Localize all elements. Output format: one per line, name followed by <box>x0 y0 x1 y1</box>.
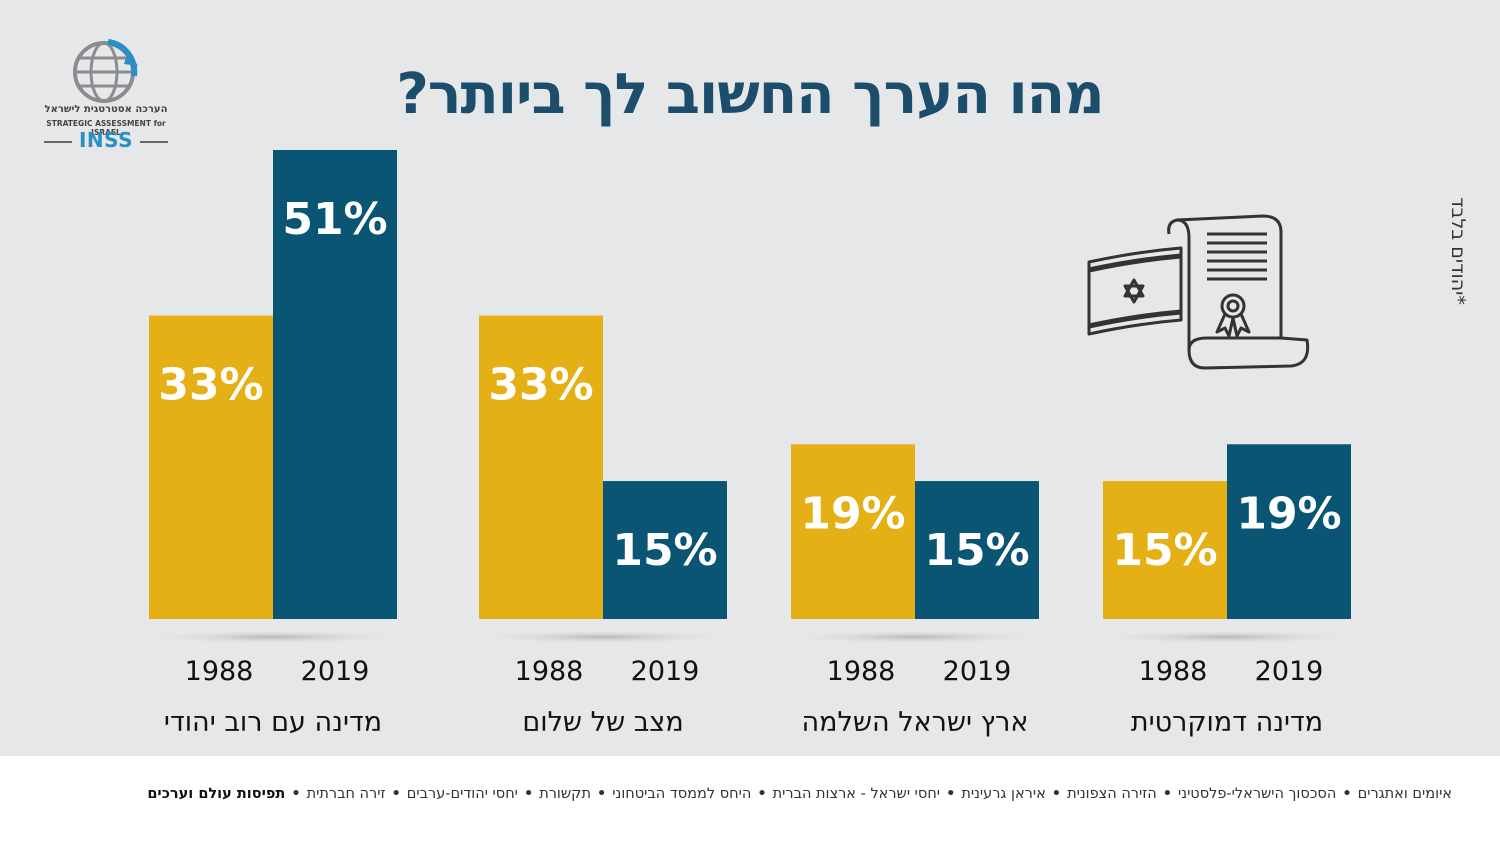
bar-2019 <box>1227 444 1351 619</box>
category-label: ארץ ישראל השלמה <box>802 707 1029 738</box>
footer-separator: • <box>1342 786 1352 802</box>
footer-separator: • <box>391 786 401 802</box>
footer-topic-list: איומים ואתגרים • הסכסוך הישראלי-פלסטיני • הז… <box>48 786 1452 802</box>
bar-value-label: 19% <box>800 488 905 539</box>
logo-divider-right <box>140 141 168 143</box>
footnote-jews-only: *יהודים בלבד <box>1447 197 1469 305</box>
year-tick-label: 2019 <box>943 656 1012 687</box>
category-label: מדינה עם רוב יהודי <box>164 707 382 738</box>
footer-separator: • <box>523 786 534 802</box>
year-tick-label: 1988 <box>515 656 584 687</box>
footer-topic[interactable]: יחסי ישראל - ארצות הברית <box>772 786 941 802</box>
bar-1988 <box>791 444 915 619</box>
bar-value-label: 33% <box>488 360 593 411</box>
footer-separator: • <box>596 786 607 802</box>
year-tick-label: 1988 <box>185 656 254 687</box>
footer-topic[interactable]: יחסי יהודים-ערבים <box>406 786 518 802</box>
page-title: מהו הערך החשוב לך ביותר? <box>396 62 1104 127</box>
bar-shadow <box>781 630 1049 644</box>
bar-shadow <box>469 630 737 644</box>
bar-2019 <box>273 150 397 619</box>
footer-topic[interactable]: זירה חברתית <box>306 786 386 802</box>
bar-1988 <box>149 315 273 619</box>
bar-shadow <box>139 630 407 644</box>
bar-value-label: 19% <box>1236 488 1341 539</box>
year-tick-label: 2019 <box>301 656 370 687</box>
logo-divider-left <box>44 141 72 143</box>
bar-value-label: 51% <box>282 194 387 245</box>
year-tick-label: 2019 <box>631 656 700 687</box>
bar-shadow <box>1093 630 1361 644</box>
footer-topic[interactable]: איומים ואתגרים <box>1357 786 1452 802</box>
logo-english-text: STRATEGIC ASSESSMENT for ISRAEL <box>46 119 166 137</box>
year-tick-label: 1988 <box>827 656 896 687</box>
year-tick-label: 2019 <box>1255 656 1324 687</box>
footer-topic[interactable]: תקשורת <box>539 786 591 802</box>
bar-chart: 33% 1988 51% 2019 מדינה עם רוב יהודי 33% 1988 1… <box>139 150 1361 738</box>
logo-inss-text: INSS <box>78 128 134 152</box>
bar-value-label: 15% <box>612 525 717 576</box>
bar-value-label: 15% <box>1112 525 1217 576</box>
footer-topic[interactable]: היחס לממסד הביטחוני <box>612 786 752 802</box>
bar-1988 <box>479 315 603 619</box>
footer-topic[interactable]: הסכסוך הישראלי-פלסטיני <box>1178 786 1337 802</box>
footer-separator: • <box>1051 786 1062 802</box>
footer-separator: • <box>291 786 301 802</box>
logo-hebrew-text: הערכה אסטרטגית לישראל <box>44 104 168 115</box>
inss-logo: הערכה אסטרטגית לישראל STRATEGIC ASSESSME… <box>40 38 172 158</box>
bar-value-label: 15% <box>924 525 1029 576</box>
globe-icon <box>73 39 138 103</box>
footer-topic[interactable]: איראן גרעינית <box>961 786 1046 802</box>
year-tick-label: 1988 <box>1139 656 1208 687</box>
chart-area: 33% 1988 51% 2019 מדינה עם רוב יהודי 33% 1988 1… <box>139 150 1361 738</box>
footer-separator: • <box>1162 786 1173 802</box>
bar-2019 <box>915 481 1039 619</box>
category-label: מצב של שלום <box>522 707 683 738</box>
footer-topic-current[interactable]: תפיסות עולם וערכים <box>147 786 286 802</box>
footer-topic[interactable]: הזירה הצפונית <box>1067 786 1157 802</box>
israel-declaration-icon <box>1087 214 1310 370</box>
bar-value-label: 33% <box>158 360 263 411</box>
category-label: מדינה דמוקרטית <box>1131 707 1323 738</box>
bar-2019 <box>603 481 727 619</box>
footer-topics: איומים ואתגרים • הסכסוך הישראלי-פלסטיני • הז… <box>0 756 1500 844</box>
footer-separator: • <box>946 786 956 802</box>
footer-separator: • <box>757 786 767 802</box>
bar-1988 <box>1103 481 1227 619</box>
